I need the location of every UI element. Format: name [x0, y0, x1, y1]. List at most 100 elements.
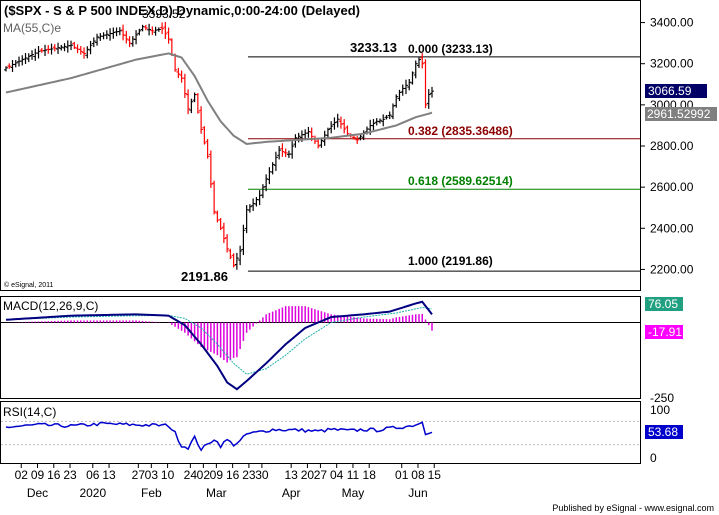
price-bar [62, 43, 67, 52]
month-label: Mar [206, 486, 227, 500]
ma-label: MA(55,C)e [3, 21, 61, 35]
rsi-axis-0: 0 [650, 451, 657, 465]
price-bar [247, 204, 252, 213]
price-tick-label: 3200.00 [650, 57, 694, 71]
macd-value-box [645, 297, 683, 311]
price-bar [117, 27, 122, 36]
price-bar [26, 53, 31, 63]
month-label: Apr [282, 486, 301, 500]
date-tick-label: 23 [242, 468, 256, 482]
price-bar [267, 167, 272, 185]
price-bar [156, 27, 161, 32]
histogram-value-label: -17.91 [648, 325, 682, 339]
price-bar [186, 89, 191, 115]
price-bar [49, 43, 54, 55]
date-tick-label: 01 [395, 468, 409, 482]
fib-label-618: 0.618 (2589.62514) [408, 174, 513, 188]
macd-indicator [1, 300, 640, 391]
macd-axis-low: -250 [650, 391, 674, 405]
price-bar [225, 234, 230, 253]
macd-value-label: 76.05 [648, 297, 678, 311]
footer-credit: Published by eSignal - www.esignal.com [552, 503, 714, 513]
price-bar [251, 198, 256, 211]
price-bar [205, 138, 210, 159]
ma-value-label: 2961.52992 [647, 107, 711, 121]
price-bar [413, 60, 418, 79]
date-tick-label: 30 [255, 468, 269, 482]
price-bar [104, 30, 109, 40]
price-bar [397, 89, 402, 102]
last-price-box [645, 84, 707, 98]
price-bar [82, 47, 87, 59]
price-bar [137, 28, 142, 36]
price-bar [283, 148, 288, 158]
price-bar [377, 118, 382, 124]
price-bar [195, 93, 200, 114]
price-bar [176, 67, 181, 79]
price-bar [430, 86, 434, 98]
price-tick-label: 2400.00 [650, 221, 694, 235]
price-bar [244, 205, 249, 234]
price-bar [127, 36, 132, 48]
price-bar [381, 114, 386, 127]
peak-annotation: 3393.52 [142, 7, 186, 21]
macd-panel-frame [0, 296, 641, 399]
price-bar [420, 53, 425, 69]
price-bar [342, 119, 347, 134]
price-bar [36, 46, 41, 59]
price-bar [325, 127, 330, 138]
date-tick-label: 11 [347, 468, 360, 482]
price-tick-label: 2800.00 [650, 139, 694, 153]
price-tick-label: 2200.00 [650, 262, 694, 276]
fib-label-100: 1.000 (2191.86) [408, 254, 493, 268]
price-bar [332, 117, 337, 130]
price-bar [30, 50, 35, 60]
price-bar [166, 27, 171, 44]
date-tick-label: 23 [63, 468, 77, 482]
date-tick-label: 15 [428, 468, 442, 482]
price-bar [371, 119, 376, 131]
moving-average [5, 52, 433, 145]
price-bar [150, 26, 155, 35]
chart-title: ($SPX - S & P 500 INDEX,D) Dynamic,0:00-… [4, 3, 360, 18]
price-bar [270, 162, 275, 175]
low-annotation: 2191.86 [181, 269, 228, 284]
price-bar [192, 92, 197, 103]
rsi-indicator [1, 420, 640, 452]
rsi-title: RSI(14,C) [3, 405, 56, 419]
price-bar [280, 143, 285, 157]
fibonacci-levels [248, 56, 640, 272]
price-bar [78, 46, 83, 55]
rsi-line [5, 421, 433, 452]
date-tick-label: 24 [184, 468, 198, 482]
price-bar [56, 42, 61, 54]
price-bar [410, 71, 415, 85]
price-bar [208, 150, 213, 188]
watermark: © eSignal, 2011 [4, 281, 54, 289]
date-tick-label: 08 [411, 468, 425, 482]
price-bar [189, 98, 194, 114]
price-bar [316, 138, 321, 149]
macd-line [5, 300, 433, 391]
price-bar [4, 66, 8, 72]
price-bar [13, 59, 18, 68]
month-label: 2020 [79, 486, 106, 500]
price-bar [384, 115, 389, 120]
price-bar [394, 94, 399, 108]
price-bar [215, 210, 220, 223]
price-bar [400, 84, 405, 96]
rsi-axis-100: 100 [650, 403, 670, 417]
last-price-label: 3066.59 [648, 84, 692, 98]
macd-signal-line [5, 307, 433, 375]
swing-high-annotation: 3233.13 [350, 40, 397, 55]
price-bar [355, 135, 360, 144]
price-bar [426, 89, 431, 109]
price-bar [218, 218, 223, 231]
date-tick-label: 02 [15, 468, 29, 482]
price-bar [303, 129, 308, 139]
fib-label-382: 0.382 (2835.36486) [408, 124, 513, 138]
date-tick-label: 09 [210, 468, 224, 482]
date-axis: 02 09 16 23 06 13 27 03 10 24 02 09 16 23 30 13 20 27 04 11… [15, 464, 442, 500]
price-bar [23, 53, 28, 64]
